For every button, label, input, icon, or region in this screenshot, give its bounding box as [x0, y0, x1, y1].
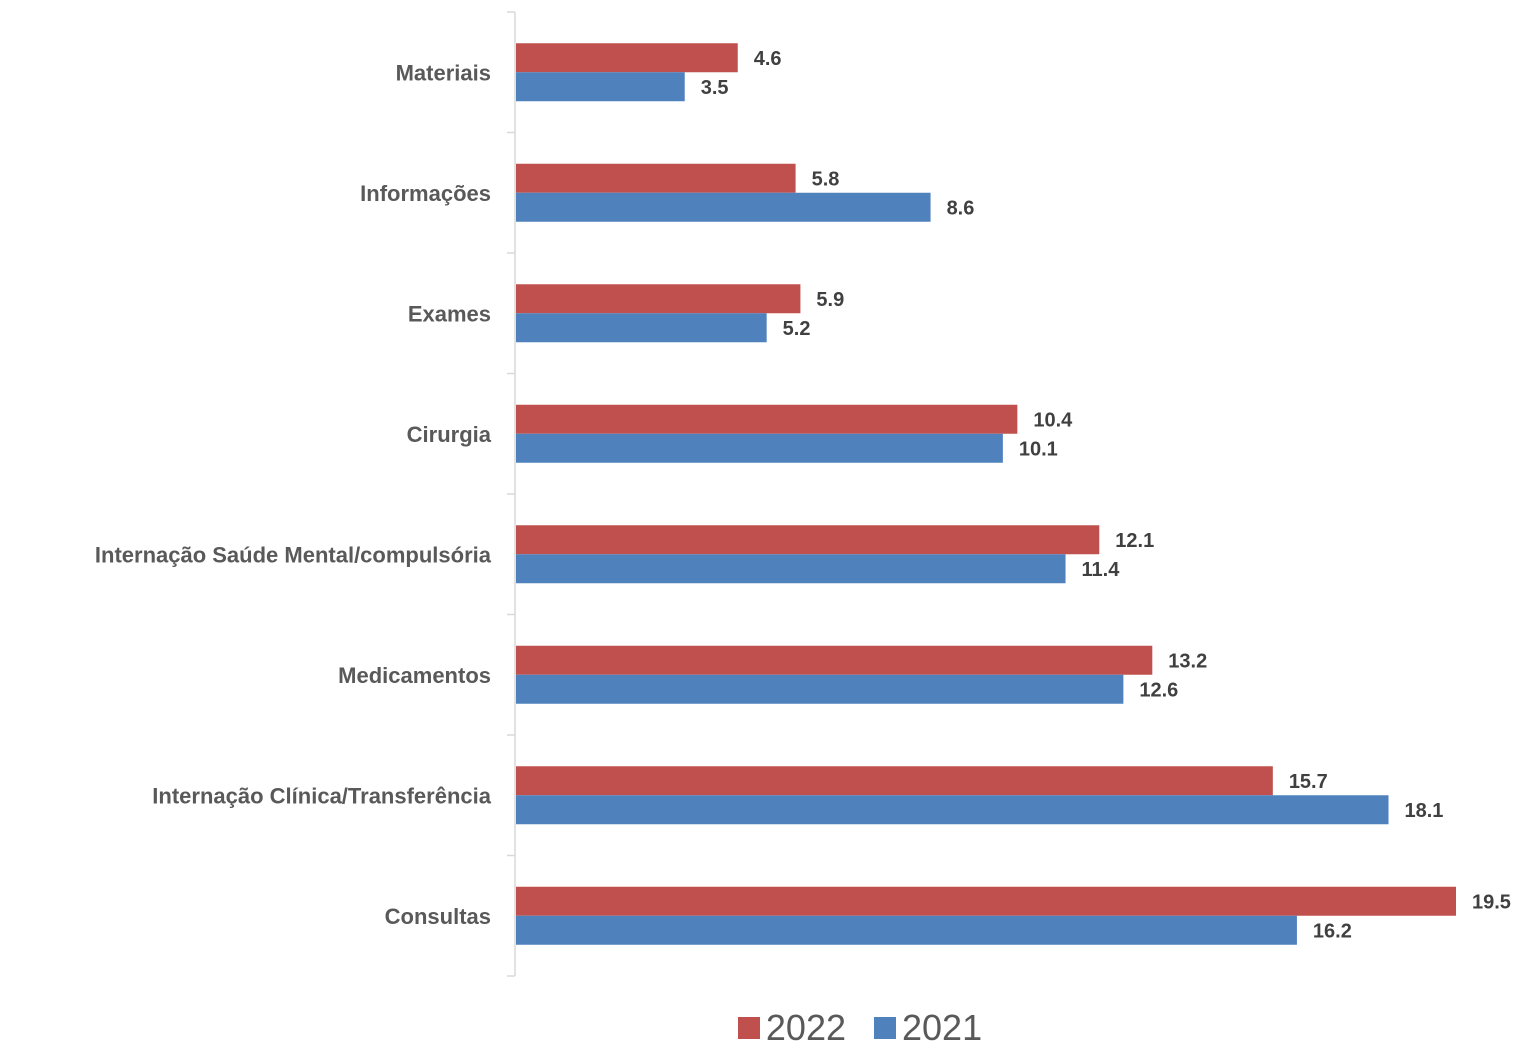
bar-2022[interactable]: [516, 163, 796, 193]
legend-swatch-2022: [737, 1017, 760, 1039]
bar-2021[interactable]: [516, 795, 1389, 825]
bar-2021[interactable]: [516, 554, 1066, 584]
legend: 2022 2021: [100, 1008, 1520, 1048]
data-label-2021: 11.4: [1082, 559, 1121, 581]
data-label-2021: 8.6: [947, 197, 975, 219]
bar-2022[interactable]: [516, 404, 1018, 434]
data-label-2022: 12.1: [1115, 530, 1154, 552]
bar-2022[interactable]: [516, 766, 1273, 796]
data-label-2022: 5.9: [816, 289, 844, 311]
bar-2021[interactable]: [516, 433, 1003, 463]
bar-2022[interactable]: [516, 886, 1456, 916]
bar-2021[interactable]: [516, 915, 1297, 945]
legend-item-2022[interactable]: 2022: [737, 1007, 846, 1048]
data-label-2022: 19.5: [1472, 891, 1511, 913]
bar-2022[interactable]: [516, 525, 1100, 555]
category-label: Medicamentos: [338, 663, 491, 688]
data-label-2021: 16.2: [1313, 920, 1352, 942]
bar-2021[interactable]: [516, 674, 1124, 704]
category-label: Informações: [360, 181, 491, 206]
legend-label-2022: 2022: [765, 1007, 846, 1048]
data-label-2021: 18.1: [1405, 800, 1444, 822]
labels-layer: Materiais 4.6 3.5 Informações 5.8 8.6 Exames 5.…: [95, 48, 1511, 943]
bar-2021[interactable]: [516, 192, 931, 222]
category-label: Materiais: [396, 60, 491, 85]
data-label-2021: 5.2: [783, 318, 811, 340]
data-label-2021: 10.1: [1019, 438, 1058, 460]
category-label: Cirurgia: [407, 422, 492, 447]
category-label: Exames: [408, 301, 491, 326]
data-label-2021: 12.6: [1139, 679, 1178, 701]
category-label: Internação Saúde Mental/compulsória: [95, 542, 492, 567]
data-label-2022: 13.2: [1168, 650, 1207, 672]
data-label-2022: 5.8: [812, 168, 840, 190]
legend-label-2021: 2021: [902, 1007, 983, 1048]
data-label-2021: 3.5: [701, 77, 729, 99]
bars-layer: [516, 43, 1456, 945]
legend-swatch-2021: [874, 1017, 896, 1039]
category-label: Internação Clínica/Transferência: [152, 783, 491, 808]
category-label: Consultas: [385, 904, 491, 929]
legend-item-2021[interactable]: 2021: [874, 1008, 982, 1048]
bar-2022[interactable]: [516, 43, 738, 73]
data-label-2022: 15.7: [1289, 771, 1328, 793]
bar-2022[interactable]: [516, 284, 801, 314]
bar-2022[interactable]: [516, 645, 1153, 675]
data-label-2022: 10.4: [1033, 409, 1073, 431]
data-label-2022: 4.6: [754, 48, 782, 70]
bar-chart: Materiais 4.6 3.5 Informações 5.8 8.6 Exames 5.…: [95, 11, 1511, 977]
bar-2021[interactable]: [516, 313, 767, 343]
bar-2021[interactable]: [516, 72, 685, 102]
axis-layer: [507, 11, 516, 977]
